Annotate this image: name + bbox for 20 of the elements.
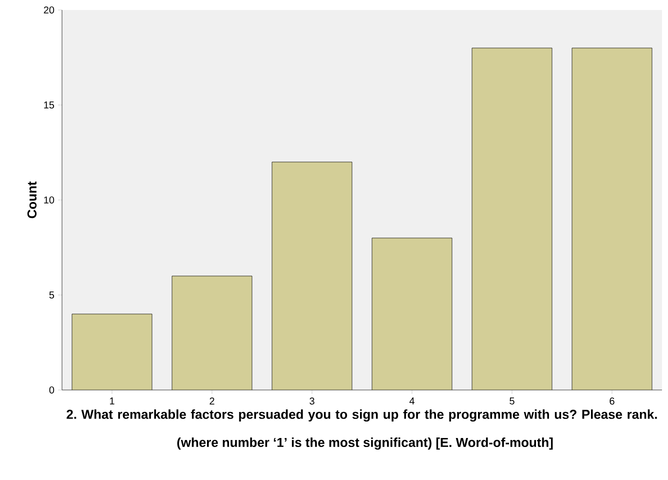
y-tick-label: 10 <box>44 196 54 204</box>
y-axis-title: Count <box>27 181 37 218</box>
text: (where number ‘1’ is the most significant) [E. Word-of-mouth] <box>177 438 553 450</box>
y-tick-label: 20 <box>44 6 54 14</box>
x-tick-label: 1 <box>110 398 114 404</box>
x-tick-label: 4 <box>409 398 414 404</box>
bar <box>272 162 352 390</box>
bar <box>72 314 152 390</box>
y-tick-label: 15 <box>44 102 54 108</box>
x-axis-title: 2. What remarkable factors persuaded you to sign up for the programme with us? Please rank. <box>66 409 657 422</box>
x-tick-label: 2 <box>210 398 214 404</box>
bar <box>372 238 452 390</box>
x-tick-label: 6 <box>610 398 614 405</box>
y-tick-label: 5 <box>49 292 54 298</box>
bar <box>472 48 552 390</box>
bar <box>172 276 252 390</box>
x-tick-label: 5 <box>510 398 514 404</box>
x-tick-label: 3 <box>310 398 314 405</box>
bar <box>572 48 652 390</box>
y-tick-label: 0 <box>49 386 54 394</box>
